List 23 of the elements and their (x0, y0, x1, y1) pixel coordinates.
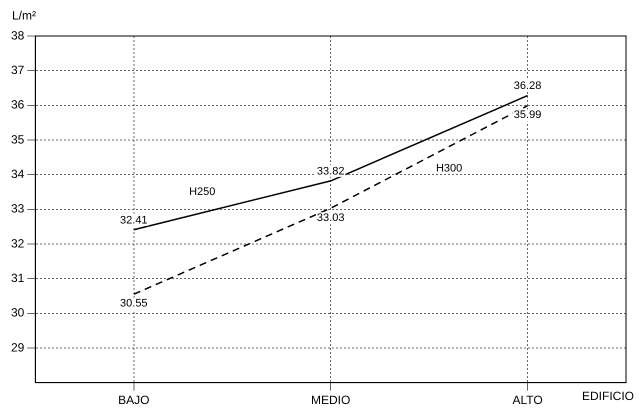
y-tick-label: 35 (10, 132, 25, 146)
y-tick-label: 33 (10, 202, 25, 216)
data-label: 33.03 (316, 212, 344, 224)
y-tick-label: 38 (10, 28, 25, 42)
data-label: 36.28 (514, 80, 542, 92)
y-axis-title: L/m² (12, 8, 36, 22)
x-tick-label: MEDIO (311, 393, 350, 408)
y-tick-label: 31 (10, 270, 25, 285)
y-tick-label: 36 (10, 98, 25, 112)
data-label: 30.55 (120, 298, 148, 310)
series-label: H300 (436, 162, 462, 174)
y-tick-label: 34 (10, 166, 25, 181)
series-label: H250 (189, 186, 216, 198)
y-tick-label: 37 (10, 62, 25, 77)
data-label: 33.82 (316, 165, 344, 178)
x-axis-title: EDIFICIO (582, 388, 634, 403)
y-tick-label: 30 (10, 306, 25, 320)
x-tick-label: BAJO (118, 393, 150, 408)
data-label: 35.99 (514, 109, 542, 122)
y-tick-label: 29 (10, 340, 25, 354)
x-tick-label: ALTO (512, 393, 543, 408)
data-label: 32.41 (120, 214, 148, 226)
y-tick-label: 32 (10, 236, 25, 250)
